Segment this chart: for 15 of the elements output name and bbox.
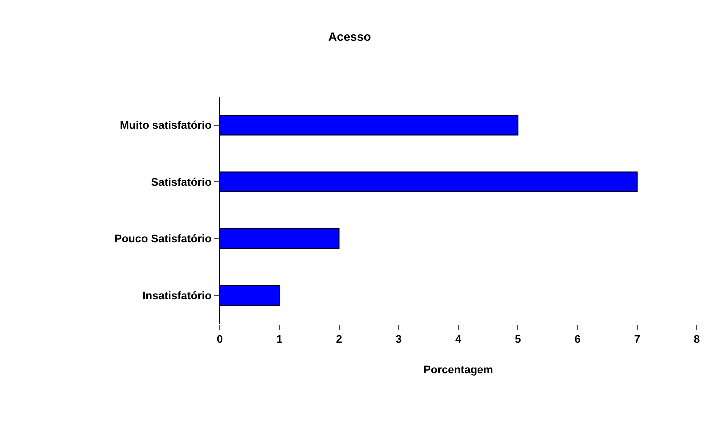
y-tick-label: Pouco Satisfatório	[114, 234, 212, 246]
x-tick-label: 5	[515, 334, 522, 346]
x-tick-label: 1	[276, 334, 283, 346]
y-tick-label: Muito satisfatório	[120, 120, 212, 132]
x-tick-label: 8	[694, 334, 700, 346]
x-tick-label: 0	[216, 334, 224, 346]
x-tick-label: 4	[455, 334, 462, 346]
x-axis-title: Porcentagem	[424, 364, 494, 376]
y-tick-label: Satisfatório	[151, 176, 212, 189]
x-tick-label: 7	[634, 334, 640, 346]
y-tick-label: Insatisfatório	[142, 290, 212, 302]
x-tick-label: 2	[336, 334, 342, 346]
x-tick-label: 3	[396, 334, 402, 346]
x-tick-label: 6	[574, 334, 581, 346]
chart-title: Acesso	[328, 30, 372, 44]
